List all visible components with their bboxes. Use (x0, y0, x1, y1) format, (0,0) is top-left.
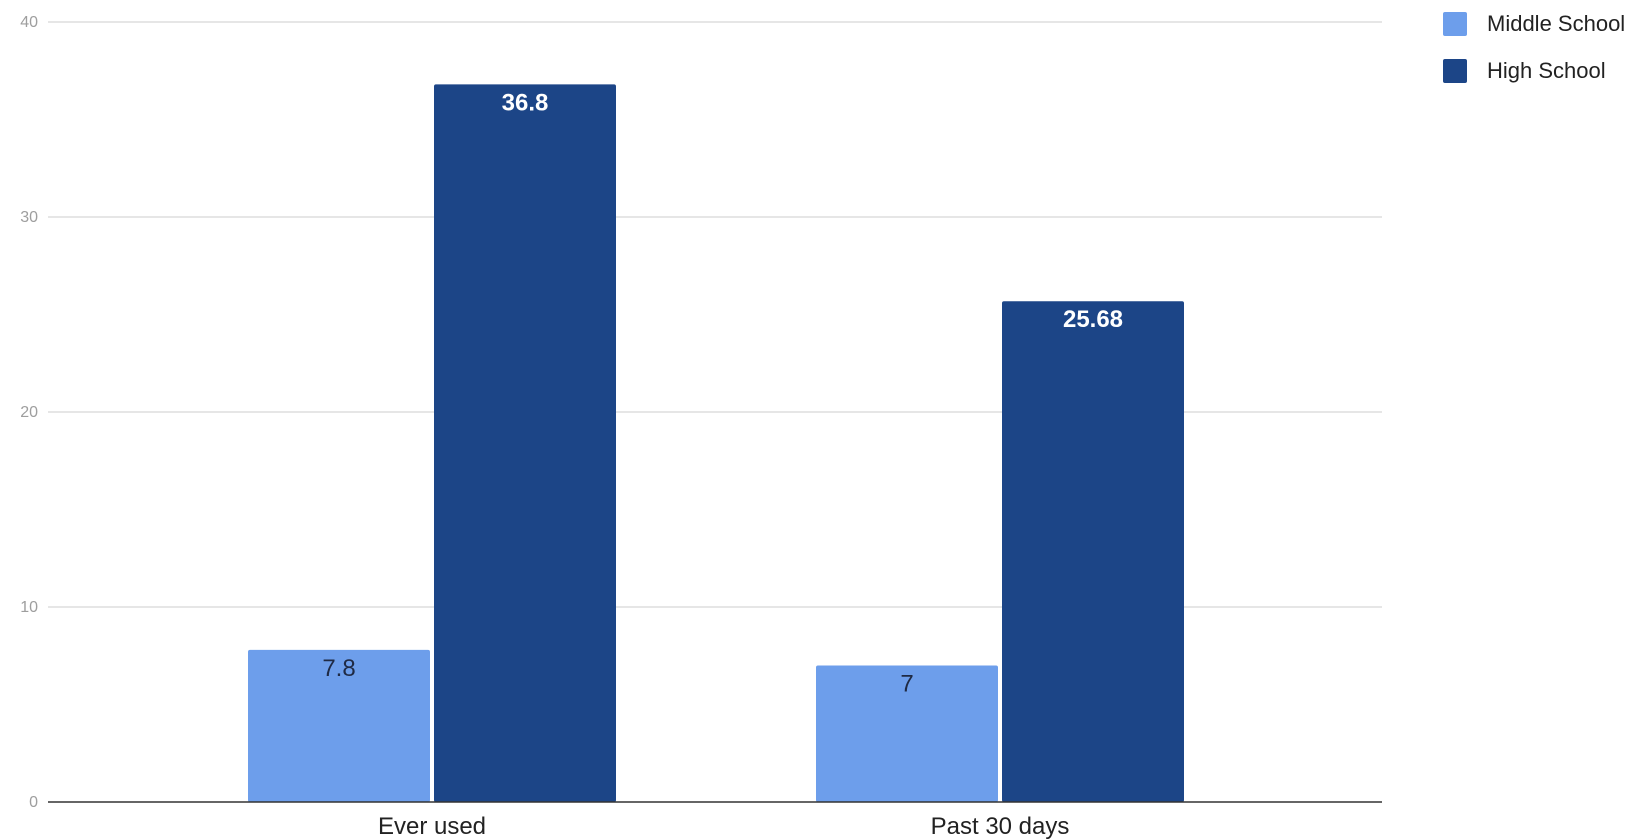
data-label: 7.8 (322, 655, 355, 682)
bar-middle-school-ever-used (248, 649, 430, 802)
legend: Middle School High School (1443, 11, 1625, 83)
legend-swatch (1443, 12, 1467, 36)
bar-high-school-past-30-days (1002, 301, 1184, 802)
x-axis-category-labels: Ever used Past 30 days (378, 813, 1069, 840)
legend-label: Middle School (1487, 11, 1625, 36)
x-category-label: Past 30 days (931, 813, 1070, 840)
y-tick-label: 30 (20, 209, 38, 226)
legend-swatch (1443, 59, 1467, 83)
y-axis-tick-labels: 0 10 20 30 40 (20, 14, 38, 811)
y-tick-label: 0 (29, 794, 38, 811)
bar-middle-school-past-30-days (816, 665, 998, 802)
legend-label: High School (1487, 58, 1606, 83)
data-label: 25.68 (1063, 306, 1123, 333)
data-label: 7 (900, 671, 913, 698)
data-label: 36.8 (502, 89, 549, 116)
bars (248, 84, 1184, 802)
y-tick-label: 40 (20, 14, 38, 31)
data-labels: 7.8 36.8 7 25.68 (322, 89, 1123, 697)
y-tick-label: 20 (20, 404, 38, 421)
x-category-label: Ever used (378, 813, 486, 840)
bar-high-school-ever-used (434, 84, 616, 802)
y-tick-label: 10 (20, 599, 38, 616)
